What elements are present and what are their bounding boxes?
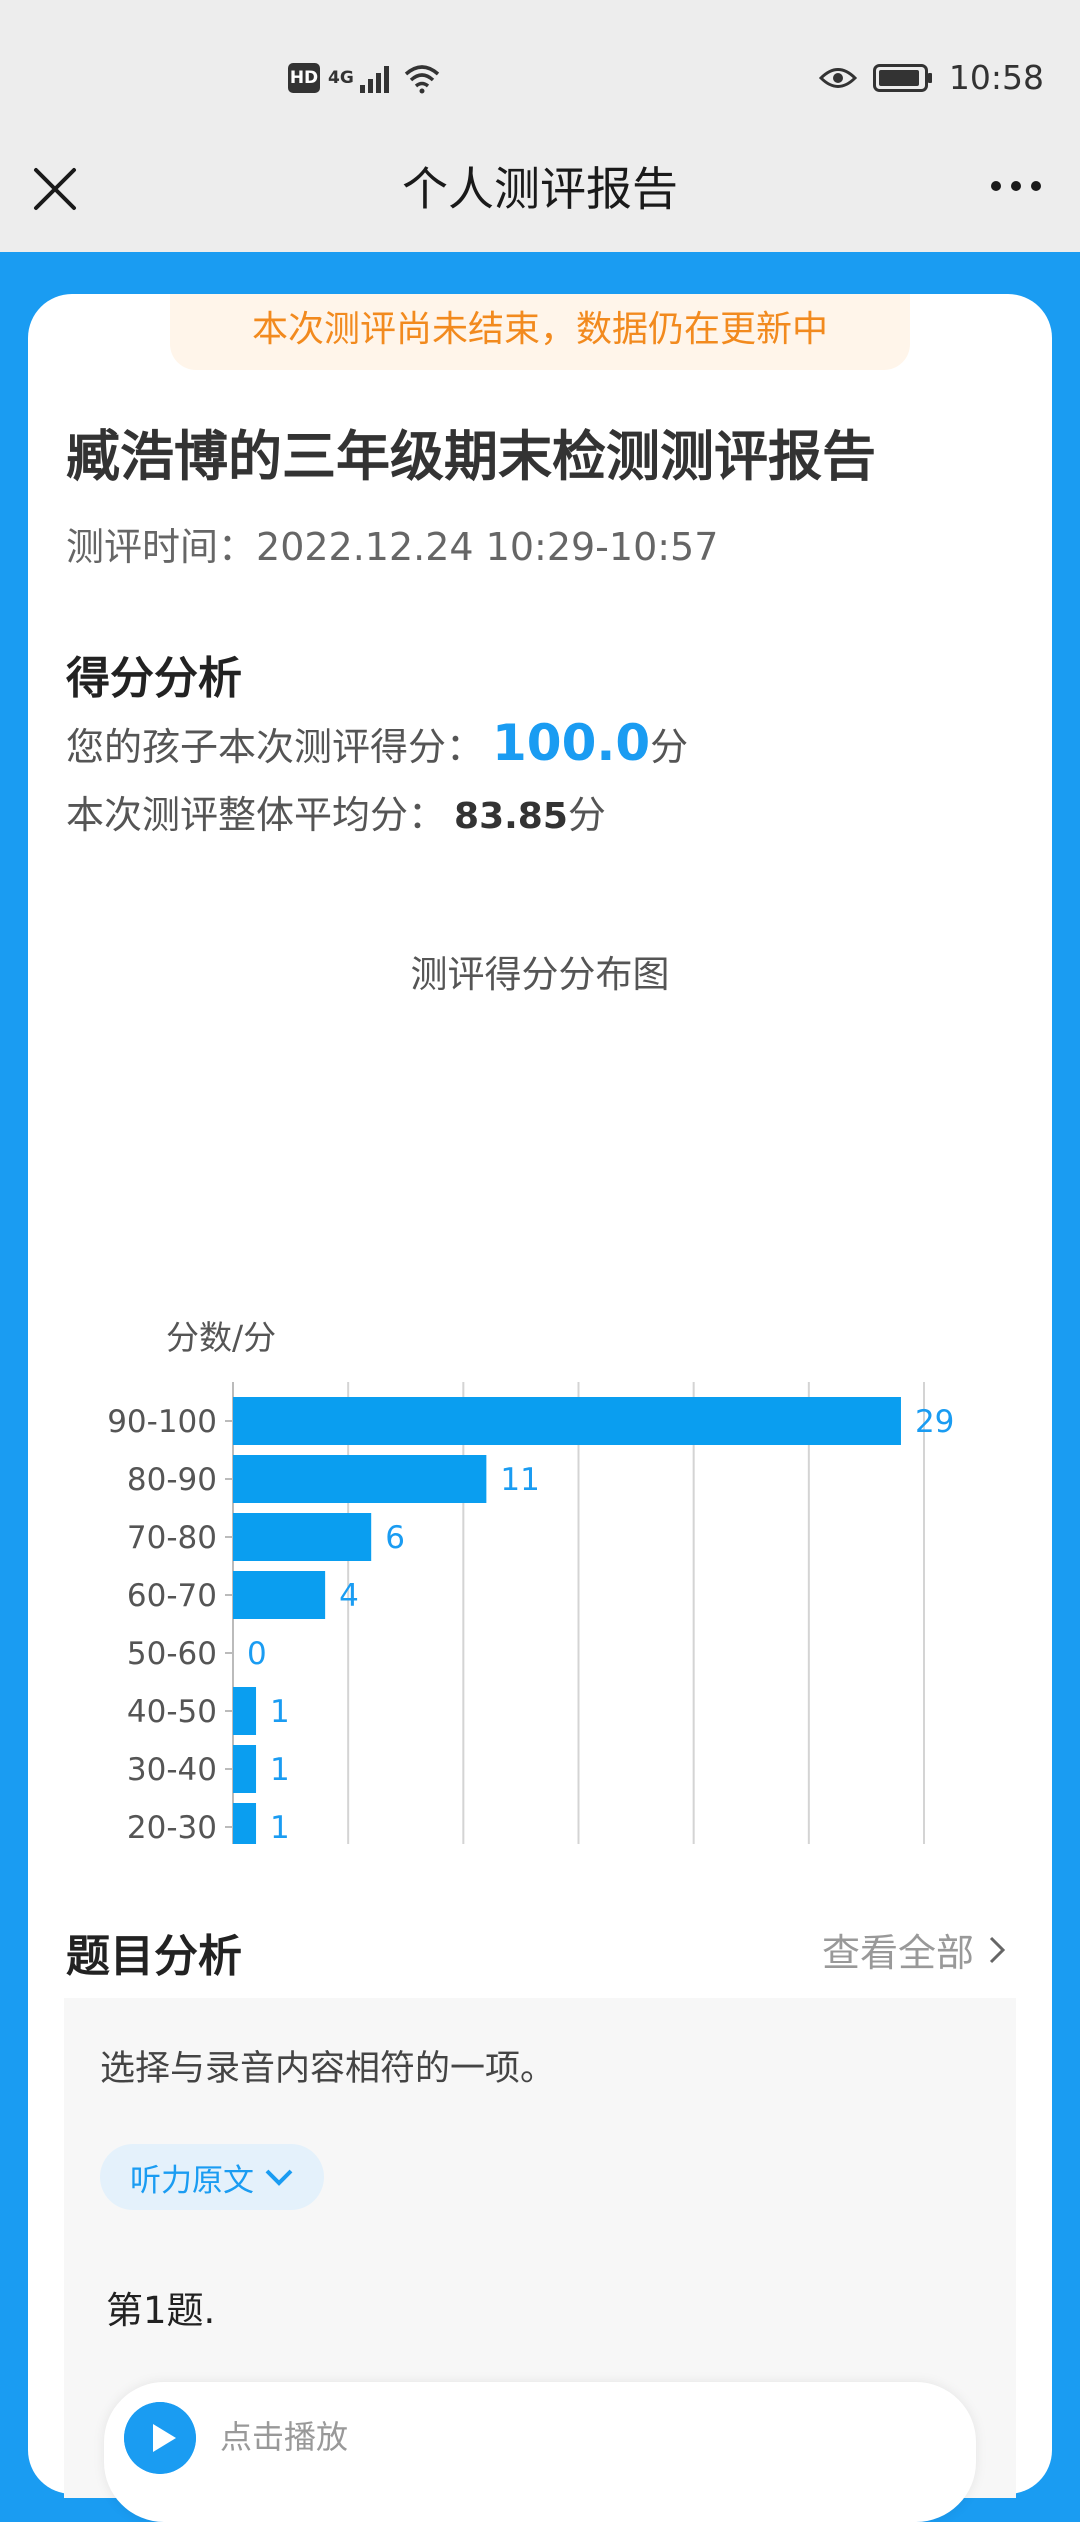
audio-player[interactable]: 点击播放: [104, 2382, 976, 2522]
y-tick-label: 60-70: [127, 1578, 217, 1614]
listen-label: 听力原文: [130, 2162, 254, 2199]
chart-title: 测评得分分布图: [410, 953, 670, 996]
y-axis-label: 分数/分: [166, 1318, 276, 1357]
chevron-right-icon: [989, 1936, 1006, 1963]
more-icon[interactable]: [986, 166, 1046, 206]
bar-20-30: [233, 1803, 257, 1844]
nav-bar: 个人测评报告: [0, 160, 1080, 252]
child-score-value: 100.0: [492, 714, 651, 772]
avg-score-line: 本次测评整体平均分： 83.85分: [66, 784, 606, 839]
network-label: 4G: [328, 68, 354, 88]
child-score-label: 您的孩子本次测评得分：: [66, 725, 485, 769]
time-value: 2022.12.24 10:29-10:57: [256, 525, 719, 569]
hd-badge: HD: [288, 63, 320, 93]
data-label: 6: [385, 1520, 405, 1556]
data-label: 29: [915, 1404, 954, 1440]
data-label: 1: [270, 1810, 290, 1844]
status-left: HD 4G: [288, 62, 442, 94]
child-score-unit: 分: [650, 725, 689, 769]
close-icon[interactable]: [28, 162, 82, 216]
listen-transcript-button[interactable]: 听力原文: [100, 2144, 324, 2210]
avg-score-unit: 分: [567, 793, 606, 837]
bar-30-40: [233, 1745, 257, 1793]
bar-70-80: [233, 1513, 372, 1561]
page-title: 个人测评报告: [402, 162, 678, 216]
child-score-line: 您的孩子本次测评得分： 100.0分: [66, 714, 688, 772]
status-right: 10:58: [818, 58, 1044, 97]
status-bar: HD 4G 10:58: [0, 0, 1080, 160]
avg-score-value: 83.85: [454, 796, 568, 837]
status-time: 10:58: [948, 58, 1044, 97]
question-text: 选择与录音内容相符的一项。: [100, 2049, 556, 2089]
bar-60-70: [233, 1571, 326, 1619]
data-label: 1: [270, 1752, 290, 1788]
battery-icon: [872, 63, 932, 92]
report-time: 测评时间：2022.12.24 10:29-10:57: [66, 516, 718, 571]
question-panel: 选择与录音内容相符的一项。 听力原文 第1题. 点击播放: [64, 1998, 1016, 2522]
y-tick-label: 20-30: [127, 1810, 217, 1844]
report-title: 臧浩博的三年级期末检测测评报告: [66, 425, 876, 488]
y-tick-label: 90-100: [107, 1404, 217, 1440]
y-tick-label: 80-90: [127, 1462, 217, 1498]
view-all-label: 查看全部: [821, 1931, 974, 1975]
y-tick-label: 30-40: [127, 1752, 217, 1788]
data-label: 0: [247, 1636, 267, 1672]
bar-90-100: [233, 1397, 901, 1445]
question-number: 第1题.: [106, 2289, 216, 2332]
data-label: 11: [500, 1462, 539, 1498]
view-all-link[interactable]: 查看全部: [822, 1922, 1006, 1977]
audio-label: 点击播放: [220, 2418, 349, 2456]
bar-40-50: [233, 1687, 257, 1735]
time-label: 测评时间：: [66, 525, 257, 569]
wifi-icon: [404, 65, 439, 94]
chevron-down-icon: [265, 2169, 293, 2186]
avg-score-label: 本次测评整体平均分：: [66, 793, 447, 837]
y-tick-label: 70-80: [127, 1520, 217, 1556]
signal-icon: [359, 66, 389, 93]
y-tick-label: 40-50: [127, 1694, 217, 1730]
question-section-title: 题目分析: [66, 1931, 242, 1982]
bar-80-90: [233, 1455, 487, 1503]
score-distribution-chart: 分数/分05101520253090-1002980-901170-80660-…: [107, 1318, 954, 1844]
y-tick-label: 50-60: [127, 1636, 217, 1672]
play-icon[interactable]: [124, 2402, 196, 2474]
report-card: 本次测评尚未结束，数据仍在更新中 臧浩博的三年级期末检测测评报告 测评时间：20…: [28, 294, 1052, 2522]
score-section-title: 得分分析: [66, 653, 242, 704]
eye-icon: [818, 67, 857, 88]
update-banner: 本次测评尚未结束，数据仍在更新中: [170, 294, 910, 370]
data-label: 4: [339, 1578, 359, 1614]
data-label: 1: [270, 1694, 290, 1730]
